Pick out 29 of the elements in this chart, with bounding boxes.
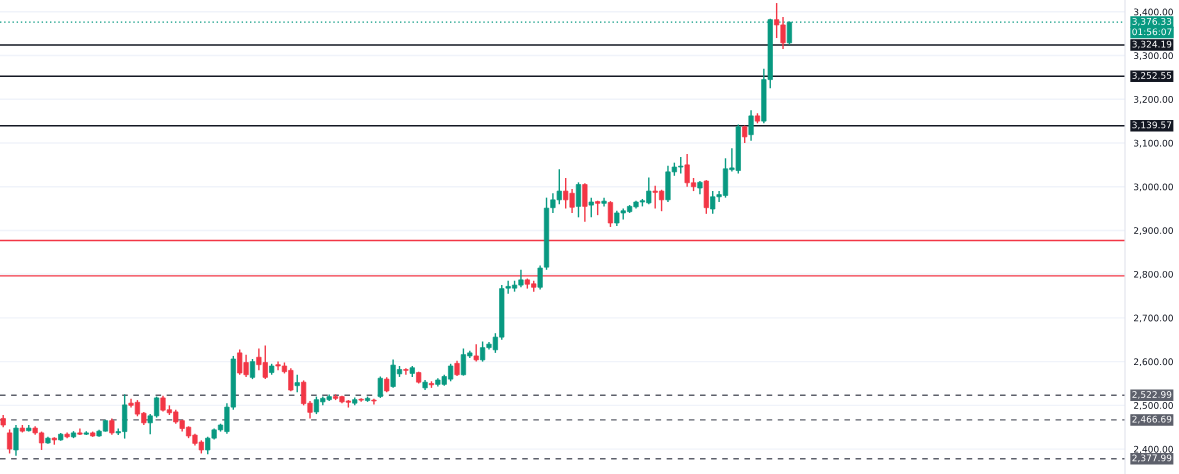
- candlestick: [7, 428, 13, 455]
- ref-line-label: 2,377.99: [1132, 454, 1172, 463]
- candlestick: [588, 196, 594, 219]
- candlestick: [13, 424, 19, 457]
- y-tick-label: 3,400.00: [1134, 8, 1173, 17]
- y-tick-label: 2,700.00: [1133, 314, 1173, 323]
- ref-line-label: 3,376.33: [1132, 17, 1172, 26]
- ref-line-label: 3,139.57: [1132, 121, 1172, 130]
- candlestick: [582, 182, 588, 223]
- y-tick-label: 2,900.00: [1133, 227, 1173, 235]
- y-tick-label: 3,000.00: [1134, 183, 1173, 192]
- candlestick: [748, 109, 754, 142]
- candlestick: [575, 181, 582, 219]
- y-tick-label: 3,100.00: [1134, 139, 1173, 148]
- ref-line-label: 3,252.55: [1132, 72, 1172, 80]
- y-tick-label: 3,300.00: [1134, 52, 1173, 61]
- y-tick-label: 3,200.00: [1134, 95, 1173, 104]
- ref-line-label: 2,466.69: [1132, 415, 1172, 424]
- y-tick-label: 2,600.00: [1133, 358, 1173, 367]
- text: 01:56:07: [1132, 28, 1172, 36]
- candlestick: [377, 375, 383, 399]
- candlestick: [249, 358, 256, 380]
- y-tick-label: 2,500.00: [1133, 402, 1173, 410]
- candlestick: [403, 367, 409, 376]
- y-tick-label: 2,400.00: [1133, 445, 1173, 454]
- ref-line-label: 3,324.19: [1132, 40, 1172, 49]
- candlestick: [607, 200, 614, 228]
- ref-line-label: 2,522.99: [1132, 391, 1172, 399]
- y-tick-label: 2,800.00: [1133, 270, 1173, 279]
